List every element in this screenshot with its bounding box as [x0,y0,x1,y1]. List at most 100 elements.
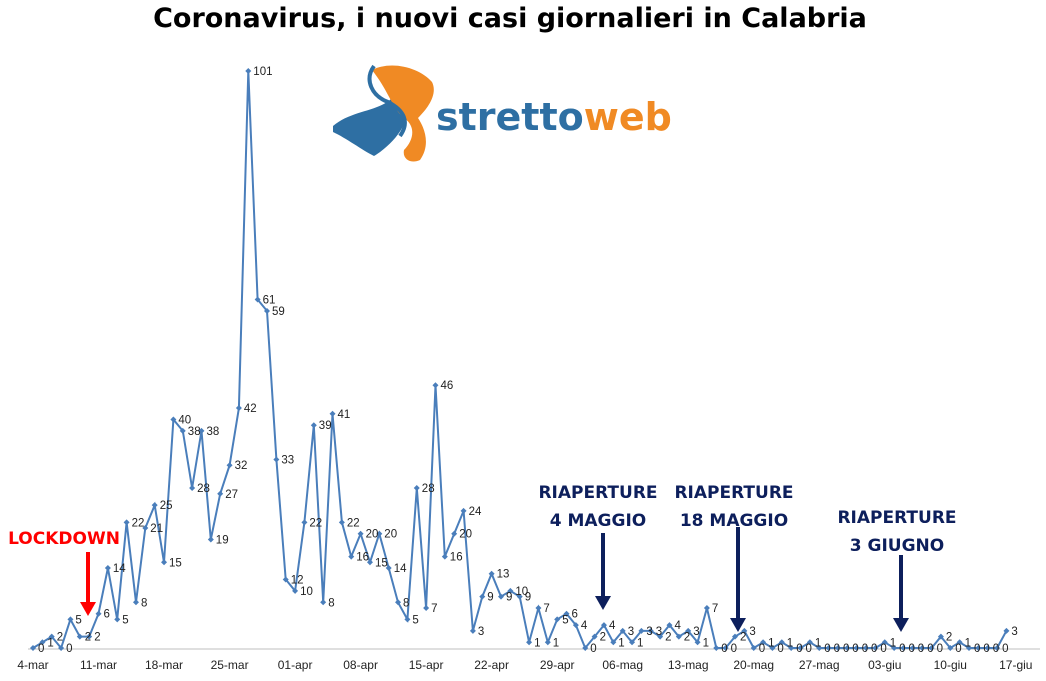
x-tick-label: 15-apr [409,658,444,672]
data-label: 0 [38,643,44,655]
data-label: 0 [927,643,933,655]
data-point [937,633,944,640]
data-point [170,416,177,423]
data-label: 21 [150,523,163,535]
data-label: 22 [347,517,360,529]
data-point [703,605,710,612]
data-point [722,645,729,651]
data-point [189,485,196,492]
x-tick-label: 20-mag [733,658,774,672]
data-label: 0 [796,643,802,655]
data-label: 16 [450,552,463,564]
data-label: 1 [637,637,643,649]
data-point [114,616,121,623]
data-point [563,610,570,617]
data-point [797,645,804,651]
data-point [572,622,579,629]
data-point [638,627,645,634]
x-tick-labels: 4-mar 11-mar 18-mar 25-mar 01-apr 08-apr 15-ap… [17,658,1032,672]
data-point [338,519,345,526]
data-label: 33 [281,455,294,467]
data-label: 9 [525,592,531,604]
data-point [788,645,795,651]
data-label: 8 [328,597,334,609]
data-label: 2 [600,632,606,644]
data-point [30,645,36,651]
data-label: 10 [515,586,528,598]
data-label: 1 [768,637,774,649]
data-label: 15 [169,557,182,569]
data-point [666,622,673,629]
riaperture-4-maggio: RIAPERTURE 4 MAGGIO [538,483,658,610]
data-point [95,610,102,617]
x-tick-label: 29-apr [540,658,575,672]
data-label: 27 [225,489,238,501]
data-label: 46 [441,380,454,392]
data-label: 2 [94,632,100,644]
data-point [657,633,664,640]
data-point [741,627,748,634]
data-label: 3 [656,626,662,638]
data-point [629,639,636,646]
data-point [488,570,495,577]
data-label: 14 [394,563,407,575]
data-point [39,639,46,646]
data-point [526,639,533,646]
data-point [956,639,963,646]
data-label: 0 [993,643,999,655]
data-label: 0 [983,643,989,655]
data-label: 61 [263,295,276,307]
data-label: 2 [57,632,63,644]
data-point [48,633,55,640]
x-tick-label: 01-apr [278,658,313,672]
data-point [778,639,785,646]
data-point [853,645,860,651]
data-point [132,599,139,606]
data-point [694,639,701,646]
data-label: 42 [244,403,257,415]
data-point [554,616,561,623]
data-point [292,587,299,594]
data-label: 9 [487,592,493,604]
data-point [67,616,74,623]
riaperture-18-maggio-line2: 18 MAGGIO [680,511,788,531]
data-label: 2 [946,632,952,644]
data-label: 8 [141,597,147,609]
data-label: 5 [122,614,128,626]
data-label: 2 [740,632,746,644]
data-label: 0 [759,643,765,655]
riaperture-3-giugno-line1: RIAPERTURE [837,508,956,528]
data-label: 7 [543,603,549,615]
data-point [909,645,916,651]
x-tick-label: 22-apr [474,658,509,672]
data-label: 0 [955,643,961,655]
data-point [1003,627,1010,634]
data-point [264,307,270,314]
data-point [161,559,168,566]
data-label: 1 [618,637,624,649]
data-point [273,456,280,463]
data-point [600,622,607,629]
x-tick-label: 11-mar [80,658,117,672]
x-tick-label: 03-giu [868,658,901,672]
data-label: 32 [235,460,248,472]
data-point [844,645,851,651]
data-point [329,410,336,417]
data-label: 22 [132,517,145,529]
data-point [535,605,542,612]
riaperture-4-maggio-line1: RIAPERTURE [538,483,657,503]
data-label: 0 [721,643,727,655]
data-label: 41 [338,409,351,421]
data-point [834,645,841,651]
data-label: 2 [665,632,671,644]
data-point [207,536,214,543]
data-label: 39 [319,420,332,432]
data-point [142,525,149,532]
data-point [732,633,738,640]
data-point [320,599,327,606]
logo-swirl [367,64,407,138]
data-point [582,645,589,651]
data-point [507,587,514,594]
data-point [310,422,317,429]
